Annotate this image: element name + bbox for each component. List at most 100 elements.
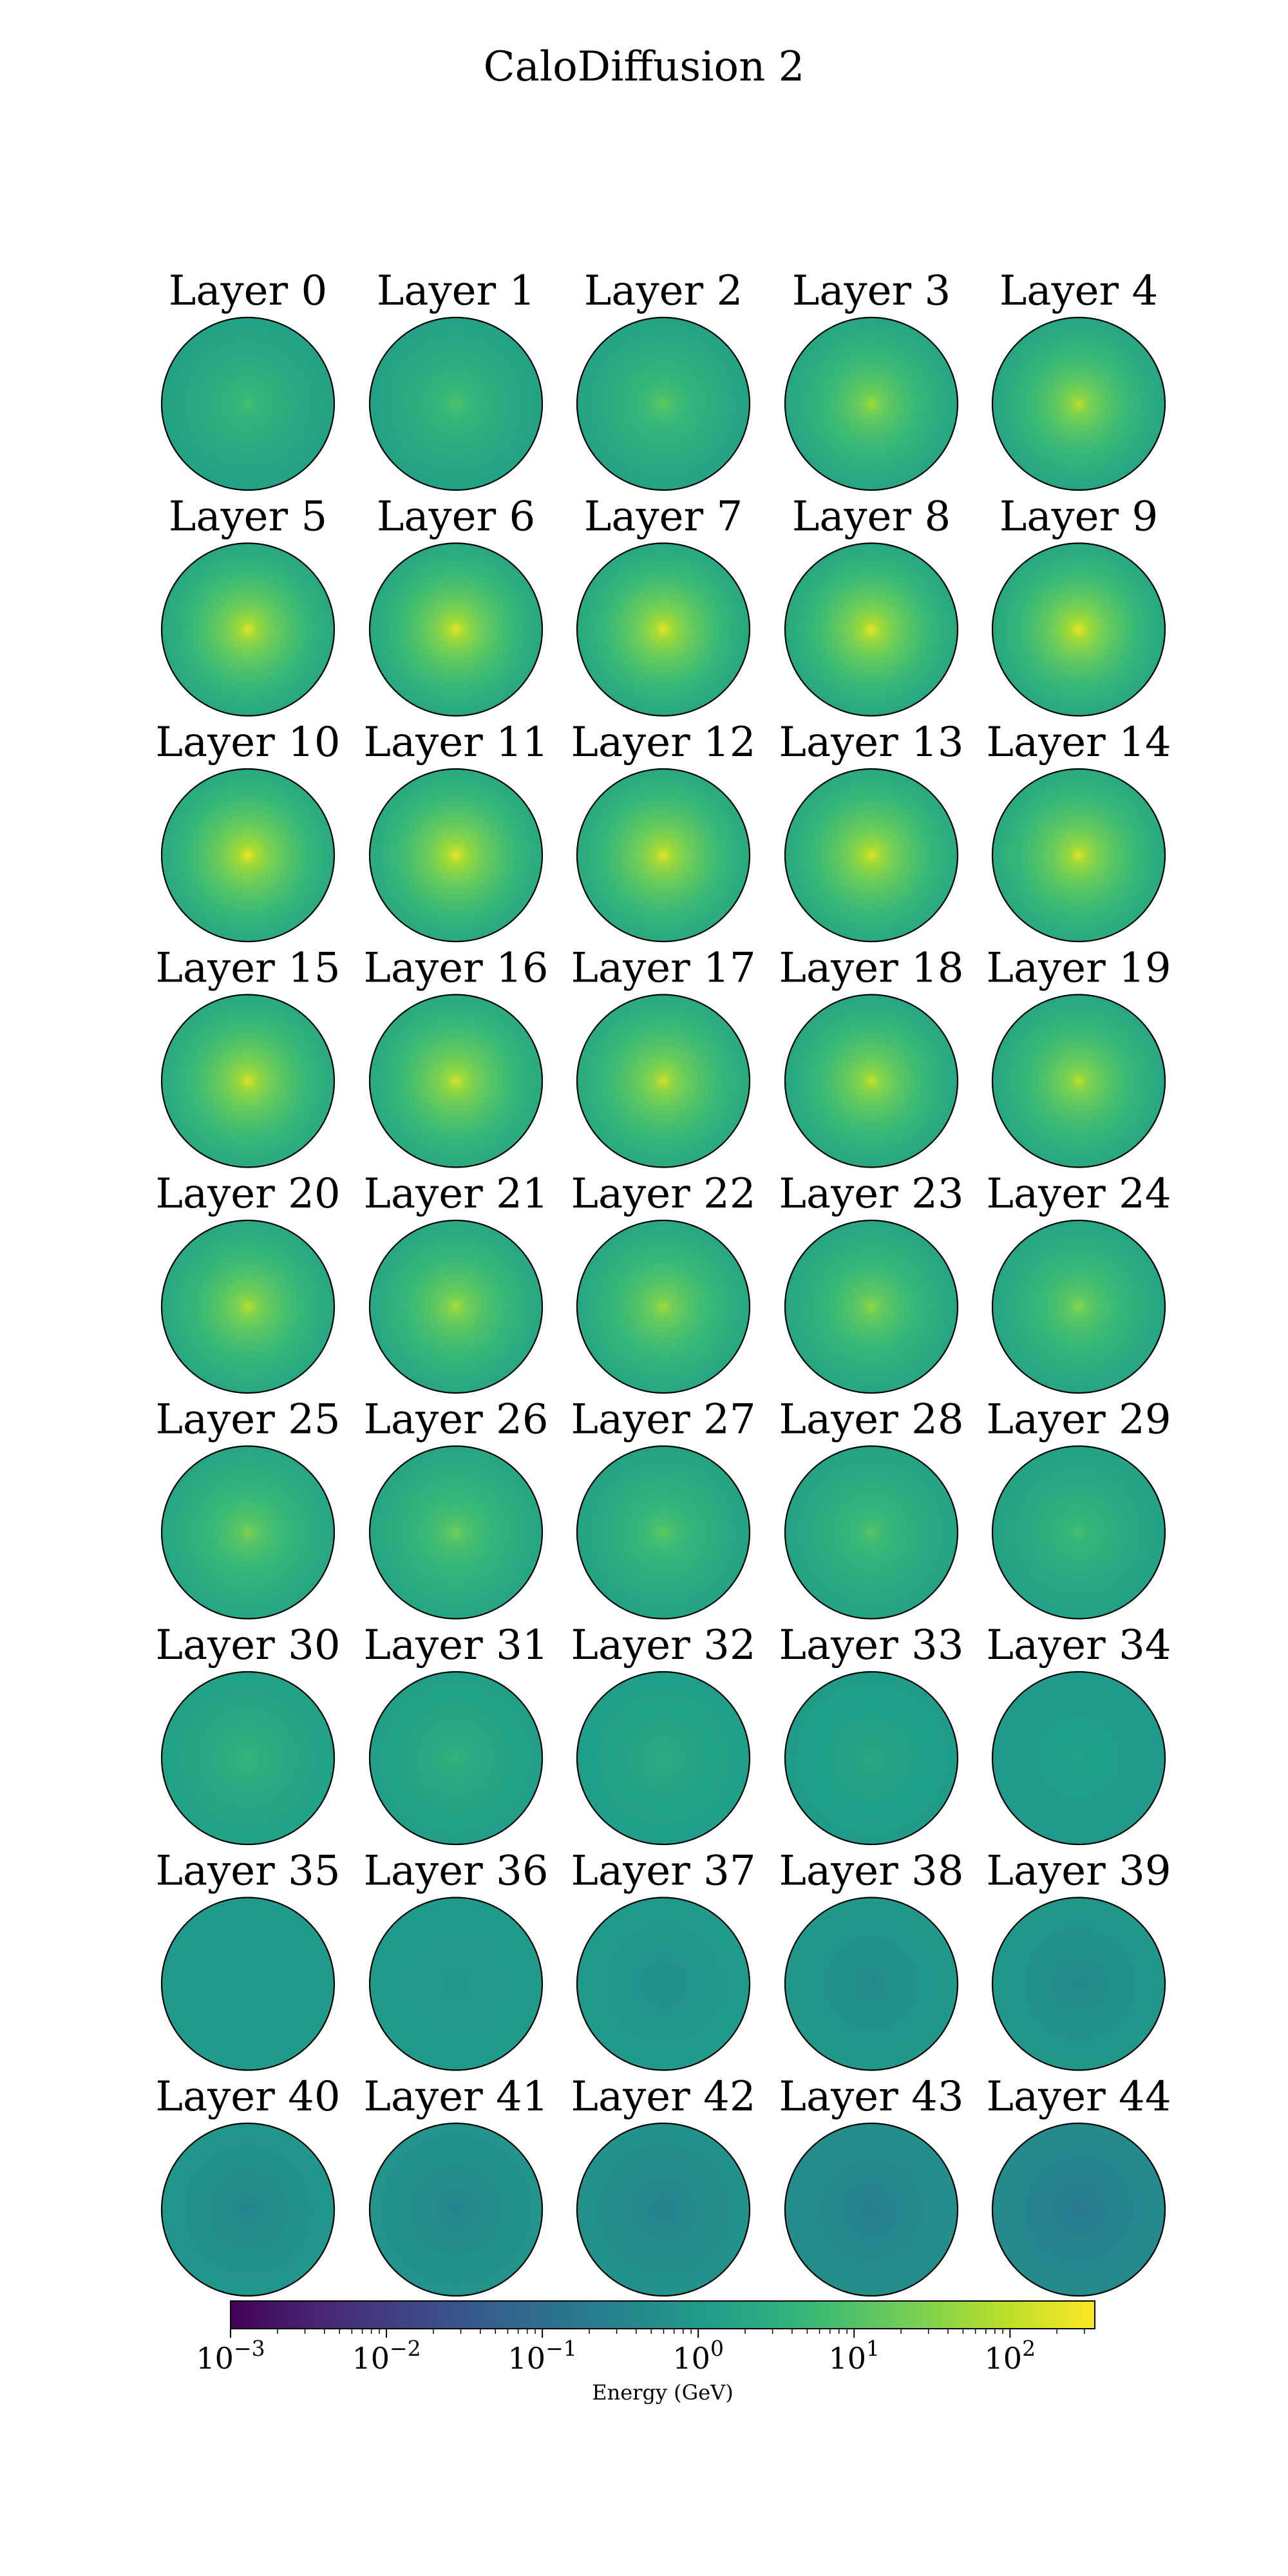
layer-energy-disk [368,542,544,717]
layer-panel: Layer 30 [155,1622,341,1846]
layer-panel: Layer 33 [779,1622,964,1846]
layer-title: Layer 39 [986,1848,1171,1895]
layer-panel: Layer 17 [571,945,756,1168]
layer-panel: Layer 8 [784,493,959,717]
layer-title: Layer 9 [999,493,1158,541]
layer-panel: Layer 6 [368,493,544,717]
layer-title: Layer 18 [779,945,963,992]
layer-title: Layer 30 [155,1622,340,1669]
colorbar-tick-label: 10−2 [352,2336,421,2376]
layer-energy-disk [991,1897,1166,2071]
colorbar-tick-label: 102 [985,2336,1036,2376]
layer-panel: Layer 3 [784,267,959,491]
layer-title: Layer 27 [571,1396,755,1444]
layer-title: Layer 1 [377,267,535,315]
layer-energy-disk [368,316,544,491]
colorbar-tick-label: 100 [672,2336,724,2376]
layer-title: Layer 8 [792,493,951,541]
layer-title: Layer 40 [155,2073,340,2121]
layer-panel: Layer 27 [571,1396,756,1620]
layer-panel: Layer 34 [986,1622,1171,1846]
layer-title: Layer 38 [779,1848,963,1895]
layer-panel: Layer 11 [363,719,549,943]
layer-energy-disk [991,316,1166,491]
layer-panels: Layer 0 Layer 1 Layer 2 Layer 3 Layer 4 Layer… [155,267,1171,2297]
layer-panel: Layer 31 [363,1622,549,1846]
layer-panel: Layer 39 [986,1848,1171,2071]
colorbar-tick-label: 10−1 [508,2336,577,2376]
layer-panel: Layer 1 [368,267,544,491]
layer-energy-disk [991,994,1166,1168]
layer-panel: Layer 43 [779,2073,964,2297]
layer-title: Layer 2 [584,267,743,315]
layer-title: Layer 15 [155,945,340,992]
layer-energy-disk [784,1445,959,1620]
layer-panel: Layer 24 [986,1170,1171,1394]
layer-title: Layer 16 [363,945,548,992]
figure-title: CaloDiffusion 2 [484,43,805,91]
layer-panel: Layer 41 [363,2073,549,2297]
layer-title: Layer 37 [571,1848,755,1895]
colorbar-tick-label: 101 [828,2336,880,2376]
layer-panel: Layer 44 [986,2073,1171,2297]
layer-title: Layer 44 [986,2073,1171,2121]
layer-title: Layer 26 [363,1396,548,1444]
layer-title: Layer 32 [571,1622,755,1669]
layer-panel: Layer 9 [991,493,1166,717]
layer-title: Layer 6 [377,493,535,541]
layer-panel: Layer 21 [363,1170,549,1394]
layer-energy-disk [991,768,1166,943]
layer-panel: Layer 0 [160,267,336,491]
layer-title: Layer 22 [571,1170,755,1218]
layer-title: Layer 19 [986,945,1171,992]
layer-title: Layer 13 [779,719,963,766]
layer-panel: Layer 12 [571,719,756,943]
layer-energy-disk [368,994,544,1168]
layer-energy-disk [784,994,959,1168]
colorbar-gradient [230,2300,1095,2329]
layer-energy-disk [368,1445,544,1620]
layer-panel: Layer 19 [986,945,1171,1168]
layer-title: Layer 24 [986,1170,1171,1218]
layer-energy-disk [576,1445,751,1620]
layer-panel: Layer 23 [779,1170,964,1394]
layer-title: Layer 0 [169,267,327,315]
layer-energy-disk [784,1219,959,1394]
layer-energy-disk [160,2122,336,2297]
layer-panel: Layer 5 [160,493,336,717]
layer-energy-disk [160,1897,336,2071]
layer-title: Layer 23 [779,1170,963,1218]
layer-panel: Layer 36 [363,1848,549,2071]
layer-title: Layer 3 [792,267,951,315]
layer-title: Layer 11 [363,719,548,766]
layer-panel: Layer 10 [155,719,341,943]
layer-title: Layer 17 [571,945,755,992]
layer-energy-disk [784,316,959,491]
layer-energy-disk [368,1671,544,1846]
layer-panel: Layer 14 [986,719,1171,943]
layer-energy-disk [576,768,751,943]
layer-panel: Layer 32 [571,1622,756,1846]
layer-title: Layer 12 [571,719,755,766]
layer-energy-disk [784,542,959,717]
colorbar-tick-label: 10−3 [196,2336,265,2376]
layer-title: Layer 7 [584,493,743,541]
layer-energy-disk [784,1671,959,1846]
layer-panel: Layer 18 [779,945,964,1168]
layer-panel: Layer 4 [991,267,1166,491]
layer-panel: Layer 16 [363,945,549,1168]
layer-energy-disk [991,1219,1166,1394]
layer-title: Layer 10 [155,719,340,766]
layer-energy-disk [368,2122,544,2297]
layer-energy-disk [784,768,959,943]
layer-energy-disk [368,768,544,943]
layer-energy-disk [160,1671,336,1846]
layer-panel: Layer 37 [571,1848,756,2071]
layer-energy-disk [576,2122,751,2297]
layer-title: Layer 35 [155,1848,340,1895]
layer-title: Layer 34 [986,1622,1171,1669]
layer-panel: Layer 22 [571,1170,756,1394]
layer-energy-disk [160,316,336,491]
layer-panel: Layer 7 [576,493,751,717]
layer-energy-disk [991,2122,1166,2297]
